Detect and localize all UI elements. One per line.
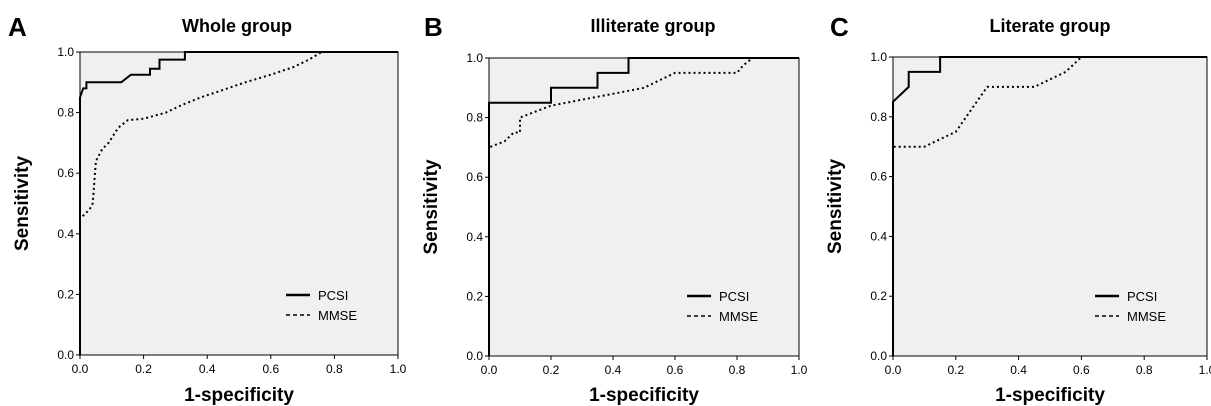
panel-letter: A [8,12,27,42]
x-axis-label: 1-specificity [184,385,294,406]
plot-area [79,51,399,356]
x-tick-label: 1.0 [791,363,808,377]
plot-area [892,56,1208,357]
panel-b: B Illiterate group 0.0 0.2 0.4 0.6 0.8 1.0 0.0 0.… [421,12,808,406]
x-tick-label: 0.0 [885,363,902,377]
x-tick-label: 0.2 [543,363,560,377]
x-tick-label: 0.6 [1073,363,1090,377]
series-line-mmse [892,56,1207,356]
y-tick-label: 0.0 [466,349,483,363]
x-tick-label: 0.8 [326,362,343,376]
x-axis-label: 1-specificity [589,385,699,406]
x-tick-label: 1.0 [390,362,407,376]
y-tick-label: 0.6 [57,166,74,180]
series-line-pcsi [488,57,799,356]
x-tick-label: 0.0 [481,363,498,377]
y-tick-label: 0.4 [466,230,483,244]
y-tick-label: 0.4 [870,229,887,243]
y-tick-label: 0.8 [57,106,74,120]
series-line-pcsi [892,56,1207,356]
x-tick-label: 0.2 [135,362,152,376]
y-tick-label: 0.2 [466,289,483,303]
x-tick-label: 0.6 [667,363,684,377]
y-tick-label: 0.8 [870,110,887,124]
x-tick-label: 0.8 [1136,363,1153,377]
panel-letter: B [424,12,443,42]
y-tick-label: 0.6 [466,170,483,184]
x-tick-label: 1.0 [1199,363,1211,377]
legend-label-pcsi: PCSI [719,289,749,304]
series-line-pcsi [79,51,398,355]
y-axis-label: Sensitivity [12,156,33,251]
y-tick-label: 0.0 [57,348,74,362]
panel-title: Literate group [989,16,1110,36]
panel-letter: C [830,12,849,42]
x-tick-label: 0.2 [947,363,964,377]
y-tick-label: 0.2 [57,287,74,301]
legend-label-mmse: MMSE [318,308,357,323]
legend-label-pcsi: PCSI [318,288,348,303]
legend-label-mmse: MMSE [719,309,758,324]
y-tick-label: 0.4 [57,227,74,241]
y-tick-label: 1.0 [870,50,887,64]
y-tick-label: 1.0 [57,45,74,59]
panel-c: C Literate group 0.0 0.2 0.4 0.6 0.8 1.0 0.0 0.2 0… [825,12,1211,406]
x-axis-label: 1-specificity [995,385,1105,406]
y-tick-label: 1.0 [466,51,483,65]
panel-title: Illiterate group [590,16,715,36]
y-tick-label: 0.0 [870,349,887,363]
series-line-mmse [79,51,398,355]
panel-title: Whole group [182,16,292,36]
legend-label-pcsi: PCSI [1127,289,1157,304]
legend-label-mmse: MMSE [1127,309,1166,324]
y-tick-label: 0.8 [466,111,483,125]
x-tick-label: 0.8 [729,363,746,377]
y-axis-label: Sensitivity [421,159,442,254]
y-axis-label: Sensitivity [825,159,846,254]
y-tick-label: 0.2 [870,289,887,303]
x-tick-label: 0.4 [1010,363,1027,377]
panel-a: A Whole group 0.0 0.2 0.4 0.6 0.8 1.0 0.0 0.2 0.4 0… [8,12,407,406]
x-tick-label: 0.6 [262,362,279,376]
x-tick-label: 0.4 [199,362,216,376]
y-tick-label: 0.6 [870,170,887,184]
x-tick-label: 0.0 [72,362,89,376]
x-tick-label: 0.4 [605,363,622,377]
